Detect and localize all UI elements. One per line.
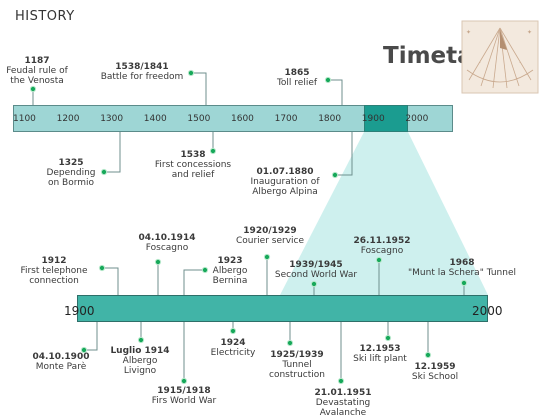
svg-text:·: · [519,60,521,67]
top-tick-1800: 1800 [318,114,342,124]
top-tick-1700: 1700 [274,114,298,124]
event-1538-1841-marker-icon[interactable] [187,69,195,77]
event-1865: 1865 Toll relief [276,68,318,88]
event-1939-1945: 1939/1945 Second World War [274,260,358,280]
top-tick-1100: 1100 [13,114,36,124]
event-1912: 1912 First telephone connection [20,256,88,286]
sundial-icon: ✦ ✦ · · [461,20,539,94]
top-tick-2000: 2000 [405,114,429,124]
bottom-axis-end: 2000 [472,304,503,318]
event-1924-marker-icon[interactable] [229,327,237,335]
century-highlight-1900[interactable] [364,105,408,132]
event-1953: 12.1953 Ski lift plant [353,344,407,364]
page-title: HISTORY [15,9,75,24]
event-1912-marker-icon[interactable] [98,264,106,272]
event-1952-marker-icon[interactable] [375,256,383,264]
event-1968: 1968 "Munt la Schera" Tunnel [408,258,516,278]
event-1538-1841-connector [191,72,207,105]
event-1924: 1924 Electricity [210,338,256,358]
event-1951-marker-icon[interactable] [337,377,345,385]
top-tick-1300: 1300 [100,114,124,124]
event-1187: 1187 Feudal rule of the Venosta [6,56,68,86]
event-1900-marker-icon[interactable] [80,346,88,354]
event-luglio-1914: Luglio 1914 Albergo Livigno [110,346,170,376]
event-1900-connector [84,322,98,351]
event-1538-marker-icon[interactable] [209,147,217,155]
top-tick-1200: 1200 [56,114,80,124]
top-tick-1500: 1500 [187,114,211,124]
event-1538: 1538 First concessions and relief [154,150,232,180]
event-1325-connector [105,132,121,173]
event-1325: 1325 Depending on Bormio [46,158,96,188]
event-1923-connector [183,269,205,295]
event-1880-marker-icon[interactable] [331,171,339,179]
event-1865-connector [328,79,343,105]
event-1939-1945-marker-icon[interactable] [310,280,318,288]
decade-bar [77,295,488,322]
top-tick-1400: 1400 [143,114,167,124]
event-1915-1918: 1915/1918 Firs World War [151,386,217,406]
event-1915-1918-marker-icon[interactable] [180,377,188,385]
event-1880: 01.07.1880 Inauguration of Albergo Alpin… [250,167,320,197]
event-1959-marker-icon[interactable] [424,351,432,359]
event-1187-marker-icon[interactable] [29,85,37,93]
event-1923-marker-icon[interactable] [201,266,209,274]
top-tick-1600: 1600 [231,114,254,124]
event-1925-1939: 1925/1939 Tunnel construction [269,350,325,380]
event-1953-marker-icon[interactable] [384,334,392,342]
event-1865-marker-icon[interactable] [324,76,332,84]
event-1952: 26.11.1952 Foscagno [353,236,411,256]
event-04-10-1914: 04.10.1914 Foscagno [138,233,196,253]
bottom-axis-start: 1900 [64,304,95,318]
event-1880-connector [336,132,353,176]
event-1912-connector [103,267,119,295]
event-1325-marker-icon[interactable] [100,168,108,176]
event-1968-marker-icon[interactable] [460,279,468,287]
svg-text:✦: ✦ [527,29,532,36]
svg-text:✦: ✦ [466,29,471,36]
event-1923: 1923 Albergo Bernina [212,256,248,286]
event-1900: 04.10.1900 Monte Parè [32,352,90,372]
event-1920-1929-marker-icon[interactable] [263,253,271,261]
top-tick-1900: 1900 [361,114,385,124]
event-1920-1929: 1920/1929 Courier service [235,226,305,246]
event-1538-1841: 1538/1841 Battle for freedom [100,62,184,82]
event-1925-1939-marker-icon[interactable] [286,339,294,347]
event-1959: 12.1959 Ski School [411,362,459,382]
event-luglio-1914-marker-icon[interactable] [137,336,145,344]
svg-text:·: · [479,60,481,67]
event-1951: 21.01.1951 Devastating Avalanche [314,388,372,418]
event-04-10-1914-marker-icon[interactable] [154,258,162,266]
